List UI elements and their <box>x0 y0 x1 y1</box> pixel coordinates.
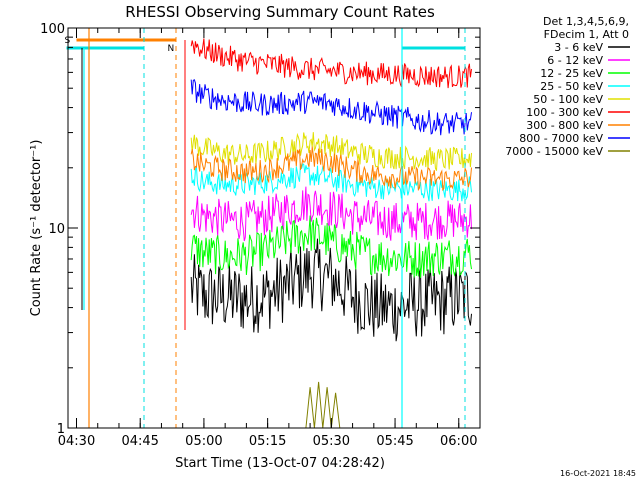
footer-date: 16-Oct-2021 18:45 <box>560 469 636 478</box>
plot-area: S N 1 10 100 04:30 04:45 05:00 05:15 05:30 05:45 06… <box>40 22 481 449</box>
y-tick-label: 100 <box>40 22 65 37</box>
legend-entry-label: 800 - 7000 keV <box>519 132 603 145</box>
x-axis-label: Start Time (13-Oct-07 04:28:42) <box>175 456 385 471</box>
x-tick-label: 05:45 <box>376 434 413 449</box>
marker-label-n: N <box>167 44 174 54</box>
legend: Det 1,3,4,5,6,9,FDecim 1, Att 03 - 6 keV… <box>505 15 630 158</box>
legend-entry-label: 25 - 50 keV <box>540 80 603 93</box>
series-line-0 <box>190 238 472 342</box>
marker-label-s: S <box>64 36 70 46</box>
x-tick-label: 04:30 <box>58 434 95 449</box>
x-tick-label: 05:15 <box>249 434 286 449</box>
series-line-2 <box>190 215 472 279</box>
y-tick-label: 10 <box>48 222 65 237</box>
legend-entry-label: 3 - 6 keV <box>554 41 603 54</box>
legend-entry-label: 12 - 25 keV <box>540 67 603 80</box>
y-tick-label: 1 <box>57 422 65 437</box>
x-tick-label: 06:00 <box>440 434 477 449</box>
series-line-5 <box>190 38 472 89</box>
y-axis-label: Count Rate (s⁻¹ detector⁻¹) <box>29 140 44 317</box>
x-tick-label: 05:00 <box>185 434 222 449</box>
series-line-6 <box>190 146 472 192</box>
legend-entry-label: 100 - 300 keV <box>526 106 603 119</box>
legend-header-line: FDecim 1, Att 0 <box>544 28 629 41</box>
legend-header-line: Det 1,3,4,5,6,9, <box>543 15 629 28</box>
x-tick-label: 04:45 <box>121 434 158 449</box>
legend-entry-label: 6 - 12 keV <box>547 54 603 67</box>
legend-entry-label: 300 - 800 keV <box>526 119 603 132</box>
x-tick-label: 05:30 <box>313 434 350 449</box>
series-line-7 <box>190 79 472 136</box>
chart-title: RHESSI Observing Summary Count Rates <box>125 3 435 21</box>
series-line-3 <box>190 163 472 202</box>
series-line-1 <box>190 186 472 242</box>
legend-entry-label: 7000 - 15000 keV <box>505 145 603 158</box>
legend-entry-label: 50 - 100 keV <box>533 93 603 106</box>
series-line-4 <box>190 132 472 171</box>
